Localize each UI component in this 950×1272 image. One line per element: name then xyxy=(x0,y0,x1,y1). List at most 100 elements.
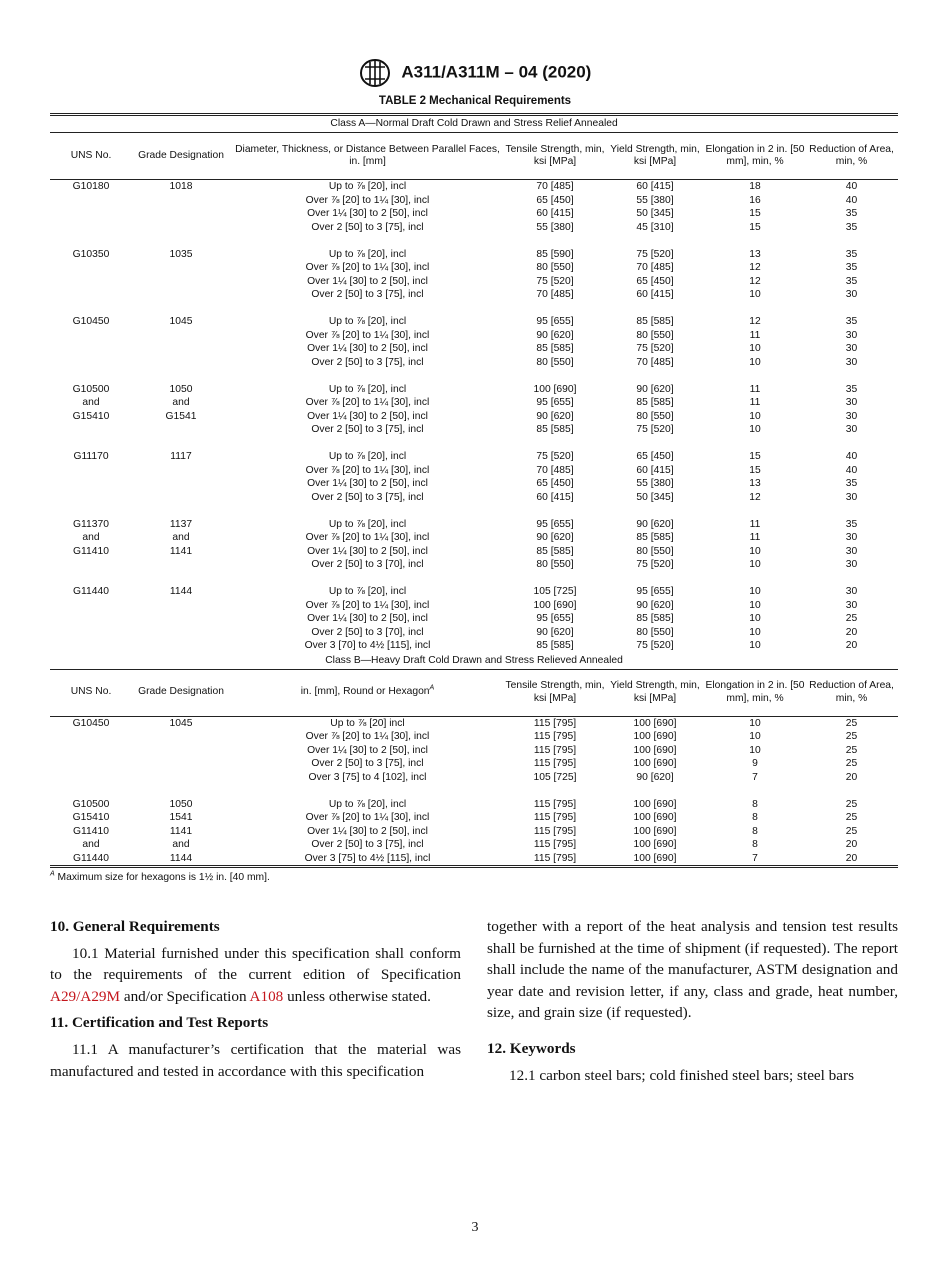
elongation: 16 xyxy=(749,194,761,206)
reduction-of-area: 25 xyxy=(845,744,858,756)
grade xyxy=(132,744,230,758)
yield-strength: 80 [550] xyxy=(636,410,674,422)
uns-no: G15410 xyxy=(72,410,110,422)
left-column: 10. General Requirements 10.1 Material f… xyxy=(50,916,461,1086)
tensile-strength: 80 [550] xyxy=(536,262,574,273)
grade: 1050 xyxy=(169,383,193,395)
uns-no: and xyxy=(82,532,100,543)
elongation: 9 xyxy=(752,758,758,769)
tensile-strength: 65 [450] xyxy=(536,194,574,206)
elongation: 10 xyxy=(749,640,761,651)
section-11-1-part2: together with a report of the heat analy… xyxy=(487,918,898,1022)
spacer xyxy=(50,302,898,316)
grade: and xyxy=(172,839,190,850)
uns-no: G11370 xyxy=(73,518,109,530)
uns-no: G15410 xyxy=(72,812,110,823)
size: Over 2 [50] to 3 [75], incl xyxy=(311,839,424,850)
size: Over ⅞ [20] to 1¼ [30], incl xyxy=(305,599,430,611)
size: Up to ⅞ [20], incl xyxy=(328,798,407,810)
size: Over ⅞ [20] to 1¼ [30], incl xyxy=(305,262,430,273)
reduction-of-area: 30 xyxy=(845,410,858,422)
table-row: Over 2 [50] to 3 [75], incl 80 [550] 70 [4… xyxy=(50,356,898,370)
tensile-strength: 115 [795] xyxy=(533,731,577,742)
grade: and xyxy=(172,397,190,408)
elongation: 15 xyxy=(749,221,761,233)
uns-no: G11410 xyxy=(73,825,109,837)
column-header-uns-no: UNS No. xyxy=(50,132,132,180)
table-row: Over ⅞ [20] to 1¼ [30], incl 65 [450] 55 [… xyxy=(50,194,898,208)
size: Over 1¼ [30] to 2 [50], incl xyxy=(307,825,428,837)
reduction-of-area: 30 xyxy=(845,491,858,503)
tensile-strength: 90 [620] xyxy=(536,410,574,422)
tensile-strength: 85 [585] xyxy=(536,640,574,651)
tensile-strength: 90 [620] xyxy=(536,532,574,543)
yield-strength: 85 [585] xyxy=(636,613,674,624)
reduction-of-area: 40 xyxy=(845,464,858,476)
tensile-strength: 80 [550] xyxy=(536,559,574,570)
reduction-of-area: 40 xyxy=(845,451,858,462)
table-row: Over ⅞ [20] to 1¼ [30], incl 90 [620] 80 [… xyxy=(50,329,898,343)
elongation: 8 xyxy=(752,839,758,850)
elongation: 11 xyxy=(749,329,761,341)
spacer-row xyxy=(50,369,898,383)
elongation: 10 xyxy=(749,424,761,435)
table-row: G11440 1144 Up to ⅞ [20], incl 105 [725] 95 … xyxy=(50,585,898,599)
yield-strength: 75 [520] xyxy=(636,640,674,651)
table-row: G11440 1144 Over 3 [75] to 4½ [115], incl 1… xyxy=(50,851,899,868)
grade: 1050 xyxy=(169,798,193,810)
table-row: G11370 1137 Up to ⅞ [20], incl 95 [655] 90 [… xyxy=(50,518,898,532)
yield-strength: 75 [520] xyxy=(636,248,674,260)
size: Over ⅞ [20] to 1¼ [30], incl xyxy=(305,812,430,823)
page-body: Class A—Normal Draft Cold Drawn and Stre… xyxy=(50,113,899,1086)
grade: 1117 xyxy=(170,451,192,462)
table-row: G10500 1050 Up to ⅞ [20], incl 100 [690] 90 … xyxy=(50,383,898,397)
spacer-row xyxy=(50,234,898,248)
uns-no: G10350 xyxy=(72,248,110,260)
reduction-of-area: 40 xyxy=(845,194,858,206)
table-row: Over ⅞ [20] to 1¼ [30], incl 115 [795] 100… xyxy=(50,730,898,744)
reduction-of-area: 35 xyxy=(845,208,858,219)
column-header-tensile-strength: Tensile Strength, min, ksi [MPa] xyxy=(505,132,605,180)
tensile-strength: 115 [795] xyxy=(533,758,577,769)
yield-strength: 100 [690] xyxy=(605,851,705,868)
uns-no xyxy=(50,744,132,758)
reduction-of-area: 30 xyxy=(845,545,858,557)
section-12-1: 12.1 carbon steel bars; cold finished st… xyxy=(509,1066,854,1084)
column-header-yield-strength: Yield Strength, min, ksi [MPa] xyxy=(605,132,705,180)
grade: 1018 xyxy=(169,181,193,192)
size: Over ⅞ [20] to 1¼ [30], incl xyxy=(305,329,430,341)
class-heading-row: Class B—Heavy Draft Cold Drawn and Stres… xyxy=(50,652,899,670)
uns-no: G10180 xyxy=(72,181,110,192)
yield-strength: 100 [690] xyxy=(633,839,677,850)
grade xyxy=(132,639,230,653)
uns-no: G10450 xyxy=(72,717,110,729)
size: Over 1¼ [30] to 2 [50], incl xyxy=(307,275,428,287)
table-row: Over 2 [50] to 3 [75], incl 115 [795] 100 … xyxy=(50,757,898,771)
yield-strength: 85 [585] xyxy=(636,532,674,543)
uns-no xyxy=(50,730,132,744)
reduction-of-area: 25 xyxy=(845,758,858,769)
table-row: Over 2 [50] to 3 [75], incl 85 [585] 75 [5… xyxy=(50,423,898,437)
table-row: Over 1¼ [30] to 2 [50], incl 75 [520] 65 [… xyxy=(50,275,898,289)
link-a29[interactable]: A29/A29M xyxy=(50,987,121,1005)
elongation: 10 xyxy=(749,289,761,300)
yield-strength: 90 [620] xyxy=(636,771,674,783)
grade xyxy=(132,599,230,613)
size: Over 3 [75] to 4½ [115], incl xyxy=(230,851,505,868)
table-row: Over ⅞ [20] to 1¼ [30], incl 80 [550] 70 [… xyxy=(50,261,898,275)
link-a108[interactable]: A108 xyxy=(249,987,284,1005)
tensile-strength: 95 [655] xyxy=(536,397,574,408)
table-row: G10450 1045 Up to ⅞ [20] incl 115 [795] 100 … xyxy=(50,716,898,730)
uns-no: G10500 xyxy=(72,798,110,810)
uns-no: G10450 xyxy=(72,316,110,327)
spacer-row xyxy=(50,572,898,586)
astm-logo-icon xyxy=(359,58,390,87)
uns-no xyxy=(50,464,132,478)
size: Over ⅞ [20] to 1¼ [30], incl xyxy=(305,397,430,408)
yield-strength: 55 [380] xyxy=(636,478,674,489)
size: Over 2 [50] to 3 [70], incl xyxy=(311,626,424,638)
uns-no xyxy=(50,423,132,437)
grade: and xyxy=(172,532,190,543)
yield-strength: 100 [690] xyxy=(633,798,677,810)
elongation: 8 xyxy=(752,812,758,823)
